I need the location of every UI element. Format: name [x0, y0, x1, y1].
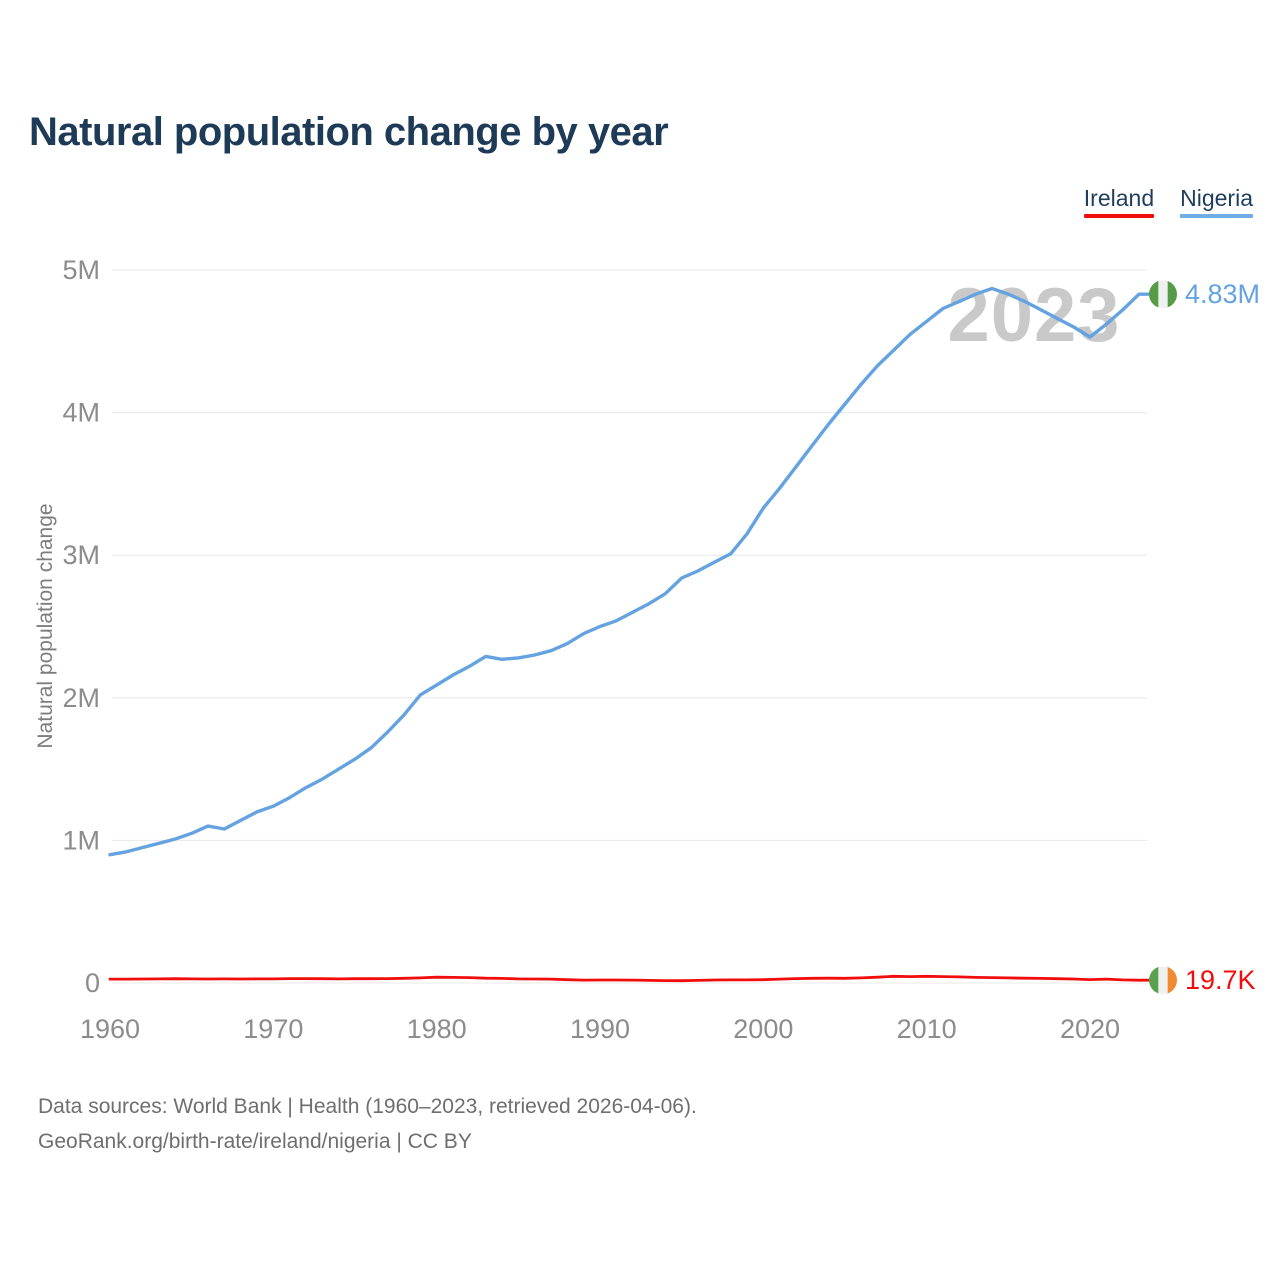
y-tick-label: 0 [85, 968, 100, 998]
flag-stripe [1167, 966, 1177, 995]
footer-sources-line: Data sources: World Bank | Health (1960–… [38, 1095, 697, 1118]
y-tick-label: 4M [62, 398, 100, 428]
flag-stripe [1158, 966, 1169, 995]
flag-stripe [1167, 280, 1177, 309]
y-grid: 0 1M 2M 3M 4M 5M [62, 255, 1147, 998]
nigeria-flag-icon [1149, 280, 1177, 309]
y-tick-label: 5M [62, 255, 100, 285]
watermark-year: 2023 [947, 273, 1120, 358]
ireland-line[interactable] [108, 974, 1152, 983]
flag-stripe [1149, 280, 1159, 309]
y-tick-label: 2M [62, 683, 100, 713]
legend-item-ireland[interactable]: Ireland [1083, 185, 1155, 219]
legend-label-nigeria: Nigeria [1180, 185, 1253, 211]
page-title: Natural population change by year [29, 110, 669, 154]
legend-underline-ireland [1083, 214, 1155, 219]
flag-stripe [1149, 966, 1159, 995]
line-chart: 0 1M 2M 3M 4M 5M 1960 1970 1980 1990 2000 2010 2020 N… [34, 255, 1260, 1044]
x-tick-label: 2020 [1060, 1014, 1120, 1044]
nigeria-line[interactable] [108, 286, 1152, 857]
x-tick-label: 1960 [80, 1014, 140, 1044]
y-tick-label: 3M [62, 540, 100, 570]
x-axis: 1960 1970 1980 1990 2000 2010 2020 [80, 1014, 1120, 1044]
y-axis-title: Natural population change [34, 503, 57, 748]
legend: Ireland Nigeria [1083, 185, 1253, 219]
footer: Data sources: World Bank | Health (1960–… [38, 1089, 697, 1159]
x-tick-label: 1980 [407, 1014, 467, 1044]
legend-item-nigeria[interactable]: Nigeria [1180, 185, 1253, 219]
legend-underline-nigeria [1180, 214, 1253, 219]
footer-attribution-line: GeoRank.org/birth-rate/ireland/nigeria |… [38, 1130, 472, 1153]
legend-label-ireland: Ireland [1083, 185, 1155, 211]
x-tick-label: 1990 [570, 1014, 630, 1044]
x-tick-label: 1970 [243, 1014, 303, 1044]
y-tick-label: 1M [62, 825, 100, 855]
flag-stripe [1158, 280, 1169, 309]
x-tick-label: 2010 [897, 1014, 957, 1044]
nigeria-end-value: 4.83M [1185, 279, 1260, 309]
ireland-flag-icon [1149, 966, 1177, 995]
x-tick-label: 2000 [733, 1014, 793, 1044]
ireland-end-value: 19.7K [1185, 965, 1256, 995]
